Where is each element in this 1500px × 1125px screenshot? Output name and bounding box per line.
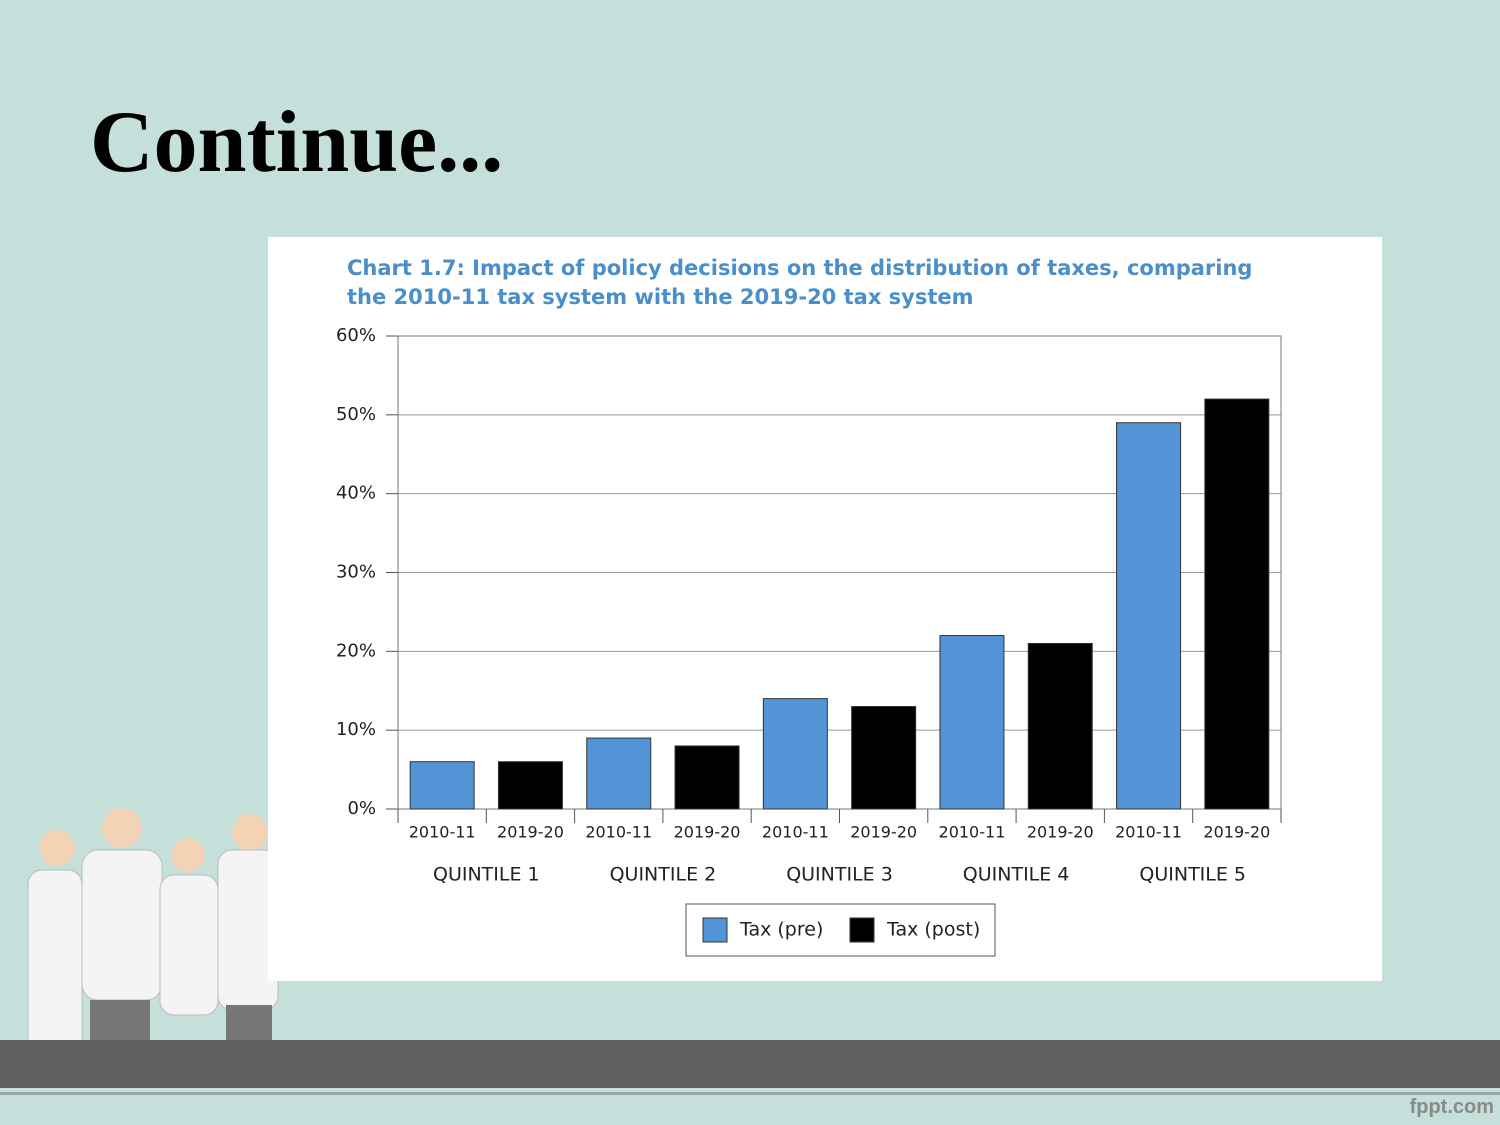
x-tick-label: 2010-11: [762, 823, 829, 842]
x-tick-label: 2010-11: [409, 823, 476, 842]
bar: [762, 698, 828, 810]
footer-line: [0, 1092, 1500, 1095]
chart: Chart 1.7: Impact of policy decisions on…: [336, 256, 1282, 957]
x-group-label: QUINTILE 1: [433, 864, 540, 886]
bar: [1027, 642, 1093, 810]
y-tick-label: 60%: [336, 325, 376, 346]
bar: [1116, 422, 1182, 810]
bar: [586, 737, 652, 810]
y-tick-label: 40%: [336, 483, 376, 504]
x-tick-label: 2019-20: [1027, 823, 1094, 842]
x-group-label: QUINTILE 4: [963, 864, 1070, 886]
y-tick-label: 50%: [336, 404, 376, 425]
x-group-label: QUINTILE 3: [786, 864, 893, 886]
y-tick-label: 10%: [336, 719, 376, 740]
chart-title: Chart 1.7: Impact of policy decisions on…: [347, 256, 1252, 309]
legend-label: Tax (post): [886, 919, 980, 941]
y-tick-label: 30%: [336, 562, 376, 583]
x-tick-label: 2019-20: [674, 823, 741, 842]
chart-title-line: the 2010-11 tax system with the 2019-20 …: [347, 285, 974, 309]
x-group-label: QUINTILE 2: [610, 864, 717, 886]
legend-label: Tax (pre): [739, 919, 823, 941]
bar: [674, 745, 740, 810]
x-tick-label: 2010-11: [939, 823, 1006, 842]
x-group-label: QUINTILE 5: [1139, 864, 1246, 886]
chart-title-line: Chart 1.7: Impact of policy decisions on…: [347, 256, 1252, 280]
chart-panel: Chart 1.7: Impact of policy decisions on…: [268, 237, 1382, 981]
footer-brand: fppt.com: [1409, 1096, 1494, 1118]
legend-swatch: [702, 917, 728, 943]
legend-swatch: [849, 917, 875, 943]
legend-box: [685, 903, 996, 957]
bar: [409, 761, 475, 810]
bar: [939, 635, 1005, 810]
bar: [851, 706, 917, 810]
x-tick-label: 2019-20: [1203, 823, 1270, 842]
bar: [497, 761, 563, 810]
x-tick-label: 2010-11: [585, 823, 652, 842]
y-tick-label: 0%: [347, 798, 376, 819]
bar: [1204, 398, 1270, 810]
x-tick-label: 2019-20: [850, 823, 917, 842]
people-illustration: [27, 808, 279, 1071]
slide-title: Continue...: [90, 94, 504, 191]
y-tick-label: 20%: [336, 640, 376, 661]
x-tick-label: 2010-11: [1115, 823, 1182, 842]
x-tick-label: 2019-20: [497, 823, 564, 842]
footer-bar: [0, 1040, 1500, 1088]
